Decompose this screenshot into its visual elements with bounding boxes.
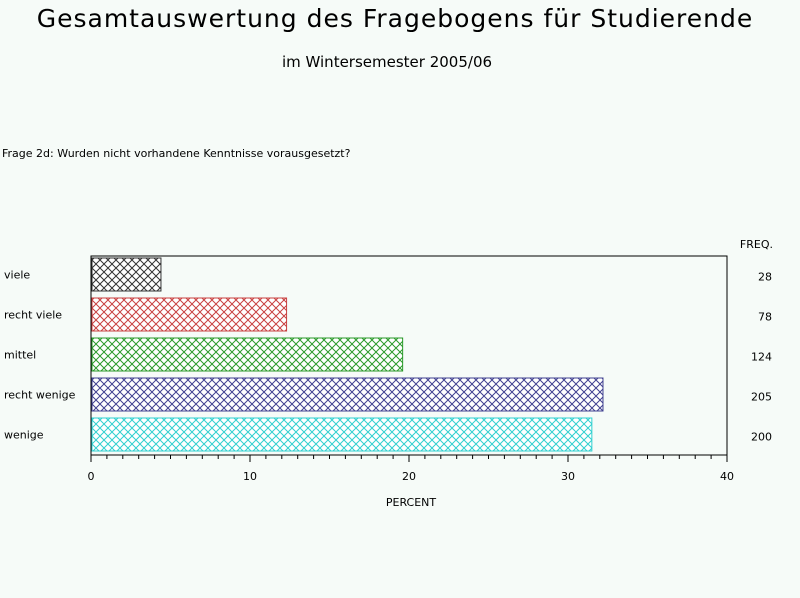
- freq-value: 200: [751, 431, 772, 444]
- freq-header: FREQ.: [740, 238, 773, 251]
- bar-mittel: [91, 337, 404, 372]
- category-label: mittel: [4, 349, 36, 362]
- freq-value: 78: [758, 311, 772, 324]
- x-tick-label: 40: [720, 470, 734, 483]
- category-label: viele: [4, 269, 30, 282]
- bar-recht-viele: [91, 297, 288, 332]
- category-label: recht viele: [4, 309, 62, 322]
- chart-subtitle: im Wintersemester 2005/06: [281, 53, 493, 71]
- question-text: Frage 2d: Wurden nicht vorhandene Kenntn…: [2, 147, 351, 160]
- x-axis-label: PERCENT: [386, 496, 437, 509]
- category-label: recht wenige: [4, 389, 76, 402]
- category-label: wenige: [4, 429, 44, 442]
- freq-value: 124: [751, 351, 772, 364]
- x-tick-label: 20: [402, 470, 416, 483]
- chart-title: Gesamtauswertung des Fragebogens für Stu…: [36, 4, 754, 33]
- x-tick-label: 30: [561, 470, 575, 483]
- x-tick-label: 10: [243, 470, 257, 483]
- bar-wenige: [91, 417, 593, 452]
- bar-viele: [91, 257, 162, 292]
- freq-value: 28: [758, 271, 772, 284]
- freq-value: 205: [751, 391, 772, 404]
- x-tick-label: 0: [88, 470, 95, 483]
- bar-recht-wenige: [91, 377, 604, 412]
